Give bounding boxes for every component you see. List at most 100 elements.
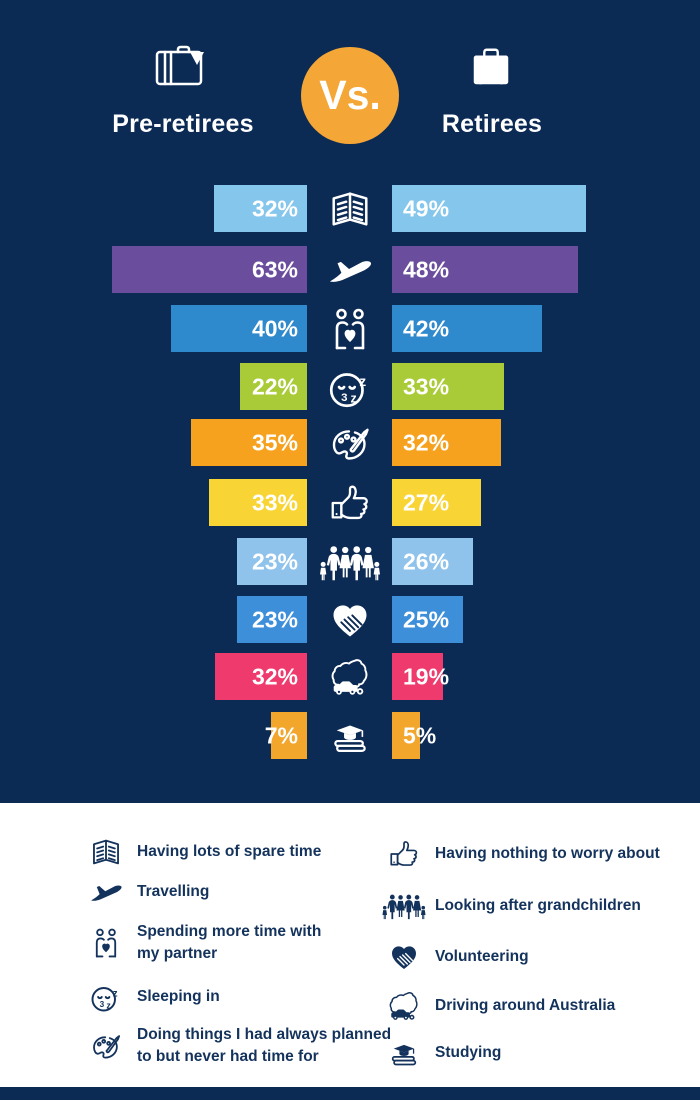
legend-item: Sleeping in [84, 979, 220, 1015]
chart-row: 7% 5% [0, 712, 700, 759]
bar-pre-value: 23% [251, 548, 298, 574]
bar-pre-value: 7% [264, 722, 298, 748]
aus-icon [307, 653, 392, 700]
bar-pre-value: 40% [251, 315, 298, 341]
bar-pre-retirees: 35% [191, 419, 307, 466]
bar-retirees: 48% [392, 246, 578, 293]
chart-row: 32% 19% [0, 653, 700, 700]
chart-row: 23% 26% [0, 538, 700, 585]
legend-label: Volunteering [435, 948, 529, 965]
bar-ret-value: 5% [403, 722, 437, 748]
plane-icon [84, 875, 128, 909]
legend-label: Looking after grandchildren [435, 897, 641, 914]
bar-pre-retirees: 23% [237, 596, 307, 643]
chart-row: 63% 48% [0, 246, 700, 293]
heart-icon [307, 596, 392, 643]
legend-item: Having nothing to worry about [382, 837, 660, 871]
bar-ret-value: 49% [403, 195, 450, 221]
family-icon [307, 538, 392, 585]
bar-ret-value: 19% [403, 663, 450, 689]
bar-retirees: 32% [392, 419, 501, 466]
bar-pre-retirees: 22% [240, 363, 307, 410]
open-suitcase-icon [152, 42, 214, 95]
sleep-icon [307, 363, 392, 410]
thumb-icon [382, 837, 426, 871]
legend-item: Looking after grandchildren [382, 889, 641, 923]
bar-pre-retirees: 40% [171, 305, 307, 352]
bar-retirees: 26% [392, 538, 473, 585]
legend-item: Volunteering [382, 941, 529, 973]
legend-label: Doing things I had always planned to but … [137, 1026, 392, 1065]
heart-icon [382, 941, 426, 973]
bar-pre-value: 32% [251, 663, 298, 689]
legend-item: Travelling [84, 875, 209, 909]
bar-pre-value: 23% [251, 606, 298, 632]
bar-retirees: 42% [392, 305, 542, 352]
bar-retirees: 33% [392, 363, 504, 410]
bar-pre-value: 32% [251, 195, 298, 221]
bar-pre-retirees: 33% [209, 479, 307, 526]
pre-retirees-heading: Pre-retirees [112, 110, 254, 138]
chart-row: 35% 32% [0, 419, 700, 466]
vs-badge: Vs. [301, 47, 399, 144]
bar-ret-value: 26% [403, 548, 450, 574]
bars-area: 32% 49% 63% 48% 40% 42% 22% 33% 35% 32% 33% 27% 23% 2… [0, 185, 700, 765]
bar-pre-retirees: 7% [265, 712, 307, 759]
palette-icon [307, 419, 392, 466]
chart-row: 22% 33% [0, 363, 700, 410]
legend-section: Having lots of spare time Travelling Spend… [0, 803, 700, 1087]
chart-row: 40% 42% [0, 305, 700, 352]
chart-row: 32% 49% [0, 185, 700, 232]
legend-label: Spending more time with my partner [137, 923, 322, 962]
legend-label: Having lots of spare time [137, 843, 322, 860]
bar-ret-value: 32% [403, 429, 450, 455]
hero-background: Pre-retirees Vs. Retirees 32% 49% 63% 48% 40… [0, 0, 700, 803]
bar-pre-value: 33% [251, 489, 298, 515]
suitcase-icon [467, 44, 515, 95]
aus-icon [382, 988, 426, 1024]
bar-ret-value: 48% [403, 256, 450, 282]
study-icon [307, 712, 392, 759]
retirees-heading: Retirees [441, 110, 543, 138]
bar-ret-value: 33% [403, 373, 450, 399]
bar-pre-retirees: 23% [237, 538, 307, 585]
legend-item: Doing things I had always planned to but … [84, 1024, 391, 1068]
bar-pre-value: 63% [251, 256, 298, 282]
bar-ret-value: 42% [403, 315, 450, 341]
family-icon [382, 889, 426, 923]
bar-pre-retirees: 32% [214, 185, 307, 232]
sleep-icon [84, 979, 128, 1015]
book-icon [84, 835, 128, 869]
bar-retirees: 25% [392, 596, 463, 643]
bar-pre-retirees: 32% [215, 653, 307, 700]
bar-retirees: 19% [392, 653, 449, 700]
bar-pre-value: 35% [251, 429, 298, 455]
legend-item: Having lots of spare time [84, 835, 321, 869]
legend-label: Having nothing to worry about [435, 845, 660, 862]
bar-retirees: 5% [392, 712, 436, 759]
thumb-icon [307, 479, 392, 526]
legend-label: Sleeping in [137, 988, 220, 1005]
legend-label: Studying [435, 1044, 502, 1061]
study-icon [382, 1036, 426, 1070]
bar-pre-retirees: 63% [112, 246, 307, 293]
legend-label: Travelling [137, 883, 210, 900]
bar-ret-value: 25% [403, 606, 450, 632]
plane-icon [307, 246, 392, 293]
bar-retirees: 27% [392, 479, 481, 526]
legend-label: Driving around Australia [435, 997, 616, 1014]
chart-row: 23% 25% [0, 596, 700, 643]
legend-item: Spending more time with my partner [84, 921, 321, 965]
couple-icon [84, 925, 128, 961]
legend-item: Driving around Australia [382, 988, 615, 1024]
book-icon [307, 185, 392, 232]
bar-ret-value: 27% [403, 489, 450, 515]
bar-pre-value: 22% [251, 373, 298, 399]
couple-icon [307, 305, 392, 352]
bar-retirees: 49% [392, 185, 586, 232]
chart-row: 33% 27% [0, 479, 700, 526]
legend-item: Studying [382, 1036, 501, 1070]
footer-bar [0, 1087, 700, 1100]
vs-label: Vs. [319, 72, 381, 118]
